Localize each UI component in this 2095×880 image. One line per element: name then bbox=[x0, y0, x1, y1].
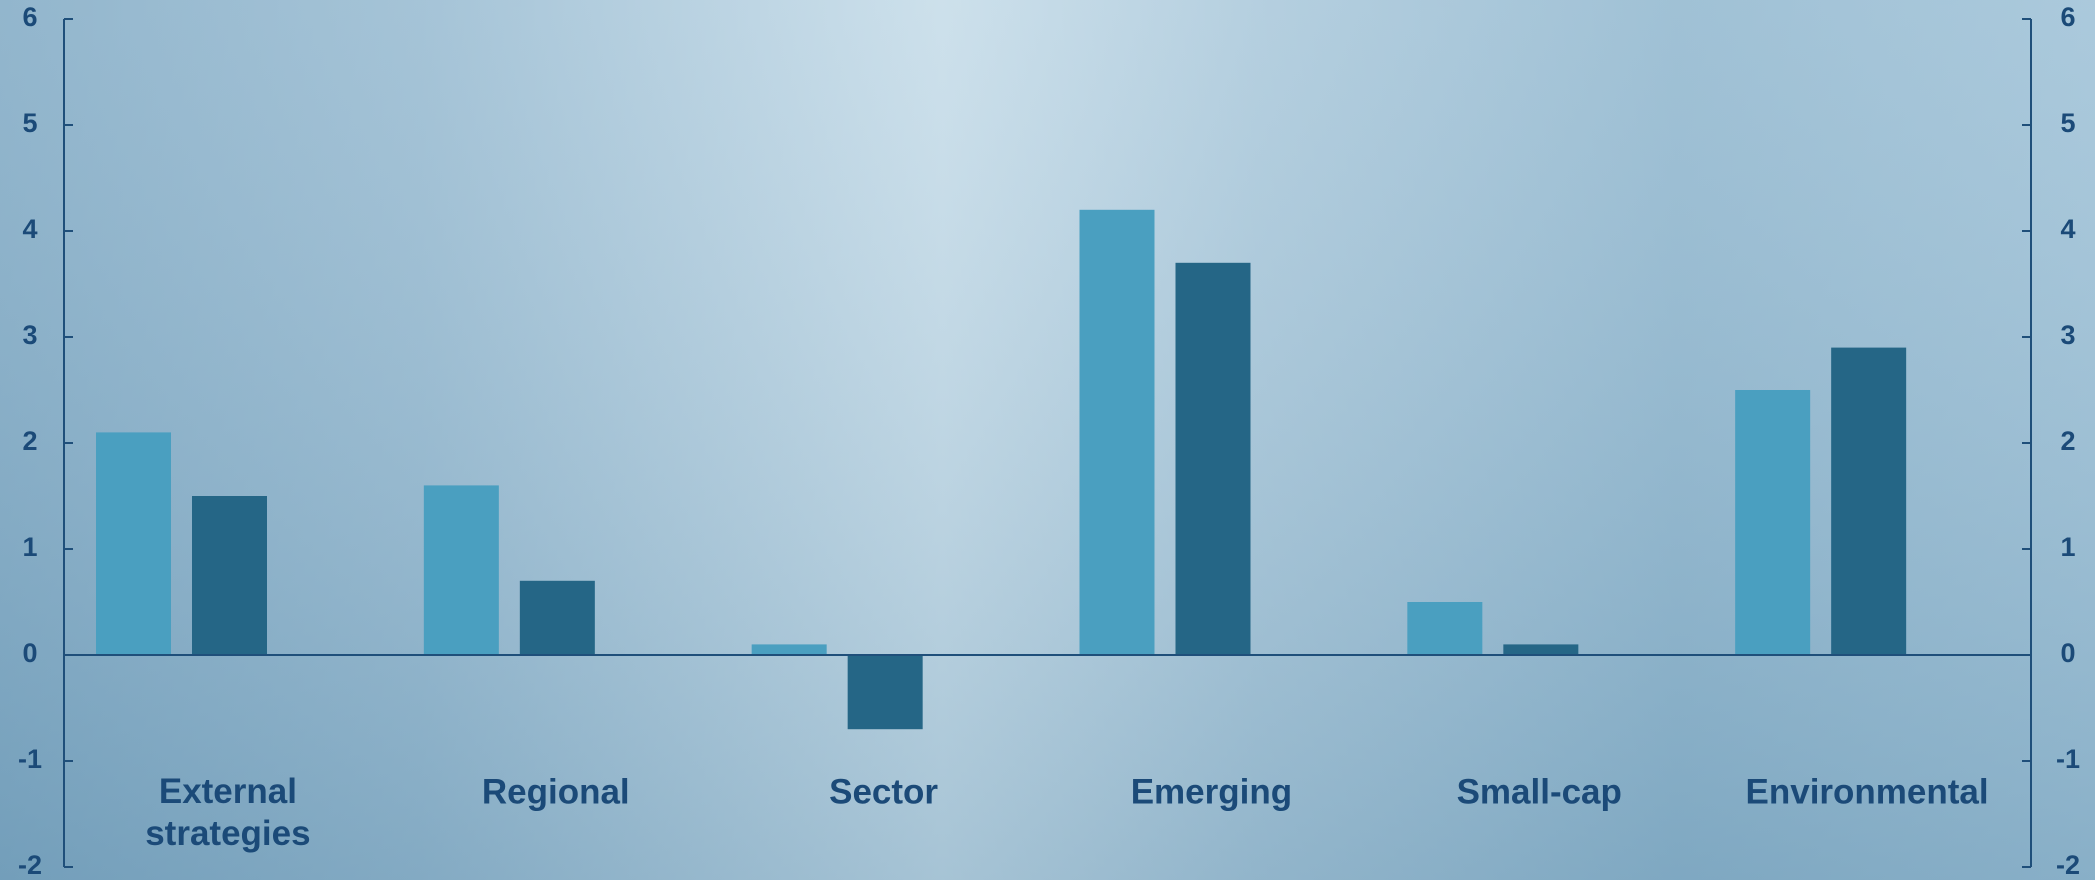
bar bbox=[1831, 347, 1907, 655]
x-tick-label: Small-cap bbox=[1457, 772, 1622, 811]
bar bbox=[847, 655, 923, 730]
y-tick-label: 5 bbox=[22, 108, 37, 138]
y-tick-label: -1 bbox=[18, 744, 42, 774]
y2-tick-label: 2 bbox=[2060, 426, 2075, 456]
y2-tick-label: 3 bbox=[2060, 320, 2075, 350]
y2-tick-label: -1 bbox=[2056, 744, 2080, 774]
x-tick-label: External strategies bbox=[145, 772, 310, 853]
x-tick-label: Environmental bbox=[1746, 772, 1989, 811]
bar bbox=[96, 432, 171, 655]
x-tick-label: Regional bbox=[482, 772, 630, 811]
x-tick-label: Emerging bbox=[1131, 772, 1292, 811]
bar bbox=[192, 496, 267, 655]
y-tick-label: 4 bbox=[22, 214, 37, 244]
bar bbox=[423, 485, 499, 655]
bar bbox=[1175, 262, 1251, 655]
bar bbox=[1735, 390, 1811, 655]
y-tick-label: 2 bbox=[22, 426, 37, 456]
y2-tick-label: 4 bbox=[2060, 214, 2075, 244]
y2-tick-label: 6 bbox=[2060, 2, 2075, 32]
bar bbox=[1503, 644, 1579, 655]
bar bbox=[1079, 209, 1155, 656]
y-tick-label: 6 bbox=[22, 2, 37, 32]
bar bbox=[1407, 602, 1483, 655]
x-tick-label: Sector bbox=[829, 772, 938, 811]
y-tick-label: -2 bbox=[18, 850, 42, 880]
y-tick-label: 1 bbox=[22, 532, 37, 562]
y-tick-label: 3 bbox=[22, 320, 37, 350]
bar bbox=[519, 580, 595, 655]
y2-tick-label: 0 bbox=[2060, 638, 2075, 668]
y-tick-label: 0 bbox=[22, 638, 37, 668]
bar bbox=[751, 644, 827, 655]
y2-tick-label: 5 bbox=[2060, 108, 2075, 138]
y2-tick-label: -2 bbox=[2056, 850, 2080, 880]
y2-tick-label: 1 bbox=[2060, 532, 2075, 562]
